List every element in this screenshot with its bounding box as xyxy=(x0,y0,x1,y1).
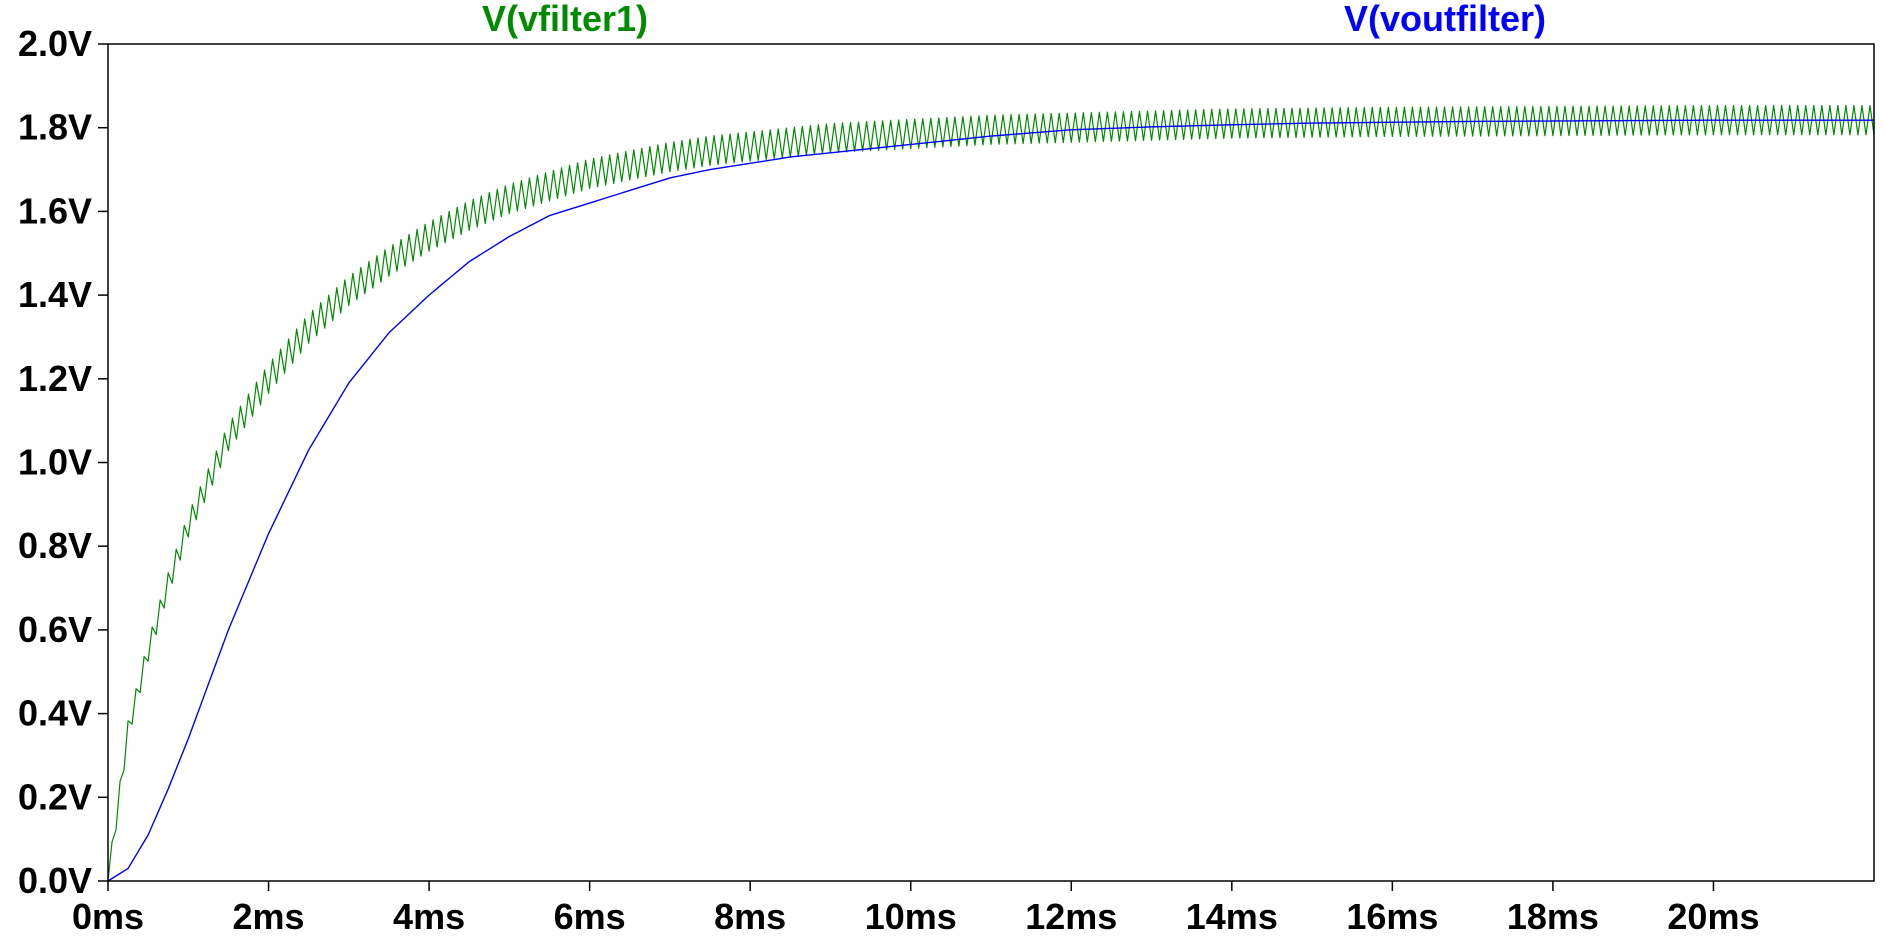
y-tick-label: 1.6V xyxy=(18,190,92,231)
x-tick-label: 18ms xyxy=(1507,896,1599,937)
x-tick-label: 14ms xyxy=(1186,896,1278,937)
y-tick-label: 2.0V xyxy=(18,23,92,64)
x-tick-label: 2ms xyxy=(233,896,305,937)
y-tick-label: 1.4V xyxy=(18,274,92,315)
series-line-0 xyxy=(107,104,1875,882)
x-tick-label: 12ms xyxy=(1025,896,1117,937)
x-tick-label: 16ms xyxy=(1346,896,1438,937)
y-tick-label: 1.0V xyxy=(18,442,92,483)
y-axis: 0.0V 0.2V 0.4V 0.6V 0.8V 1.0V 1.2V 1.4V 1.6V 1.8V… xyxy=(18,23,108,901)
series-line-1 xyxy=(107,119,1874,882)
x-tick-label: 0ms xyxy=(72,896,144,937)
y-tick-label: 1.8V xyxy=(18,107,92,148)
legend: V(vfilter1) V(voutfilter) xyxy=(482,0,1546,39)
x-axis: 0ms 2ms 4ms 6ms 8ms 10ms 12ms 14ms 16ms 18ms 20ms xyxy=(72,881,1759,937)
y-tick-label: 0.2V xyxy=(18,776,92,817)
x-tick-label: 4ms xyxy=(393,896,465,937)
y-tick-label: 0.6V xyxy=(18,609,92,650)
x-tick-label: 8ms xyxy=(714,896,786,937)
legend-entry-1: V(voutfilter) xyxy=(1344,0,1546,39)
x-tick-label: 6ms xyxy=(554,896,626,937)
y-tick-label: 0.8V xyxy=(18,525,92,566)
series-layer xyxy=(107,104,1875,882)
y-tick-label: 0.0V xyxy=(18,860,92,901)
y-tick-label: 1.2V xyxy=(18,358,92,399)
y-tick-label: 0.4V xyxy=(18,693,92,734)
legend-entry-0: V(vfilter1) xyxy=(482,0,648,39)
x-tick-label: 10ms xyxy=(865,896,957,937)
x-tick-label: 20ms xyxy=(1667,896,1759,937)
